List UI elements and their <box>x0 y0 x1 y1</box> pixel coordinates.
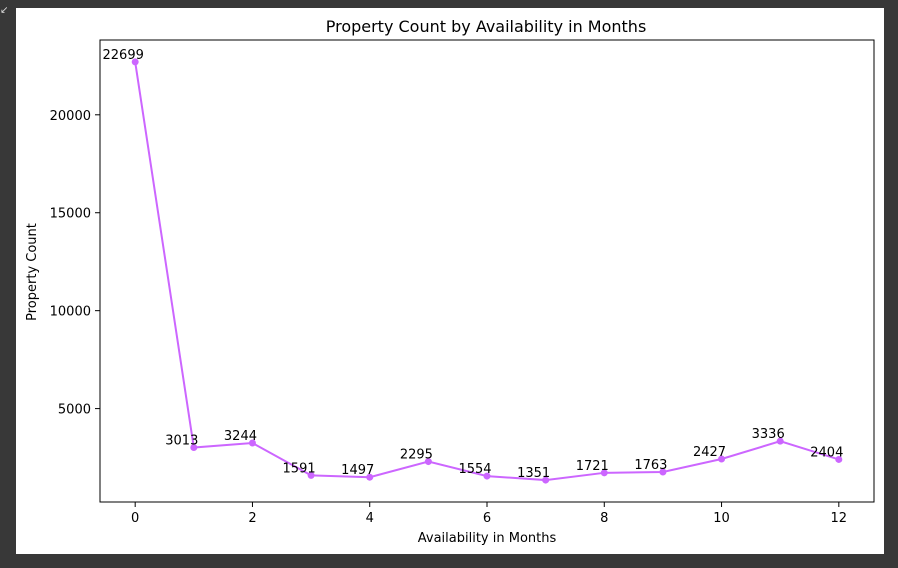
x-tick-label: 2 <box>248 511 256 526</box>
x-axis-title: Availability in Months <box>418 531 557 546</box>
x-tick-label: 4 <box>366 511 374 526</box>
chart-title: Property Count by Availability in Months <box>326 17 647 36</box>
x-tick-label: 0 <box>131 511 139 526</box>
x-tick-label: 12 <box>831 511 848 526</box>
line-chart: Property Count by Availability in Months… <box>16 8 884 554</box>
data-label: 1497 <box>341 463 374 478</box>
data-label: 1721 <box>576 459 609 474</box>
x-tick-label: 6 <box>483 511 491 526</box>
data-label: 1763 <box>634 458 667 473</box>
data-label: 22699 <box>103 48 144 63</box>
y-tick-label: 10000 <box>50 305 91 320</box>
data-label: 2404 <box>810 445 843 460</box>
data-label: 1591 <box>283 461 316 476</box>
data-label: 2295 <box>400 448 433 463</box>
data-label: 3013 <box>165 434 198 449</box>
data-label: 3336 <box>752 427 785 442</box>
series-line <box>135 62 839 480</box>
x-tick-label: 10 <box>713 511 730 526</box>
y-tick-label: 15000 <box>50 207 91 222</box>
window-corner-icon: ↙ <box>0 6 8 16</box>
data-label: 3244 <box>224 429 257 444</box>
x-tick-label: 8 <box>600 511 608 526</box>
data-label: 1351 <box>517 466 550 481</box>
data-label: 2427 <box>693 445 726 460</box>
y-tick-label: 5000 <box>58 403 91 418</box>
chart-figure: Property Count by Availability in Months… <box>16 8 884 554</box>
data-label: 1554 <box>458 462 491 477</box>
y-axis-title: Property Count <box>25 223 40 321</box>
y-tick-label: 20000 <box>50 109 91 124</box>
